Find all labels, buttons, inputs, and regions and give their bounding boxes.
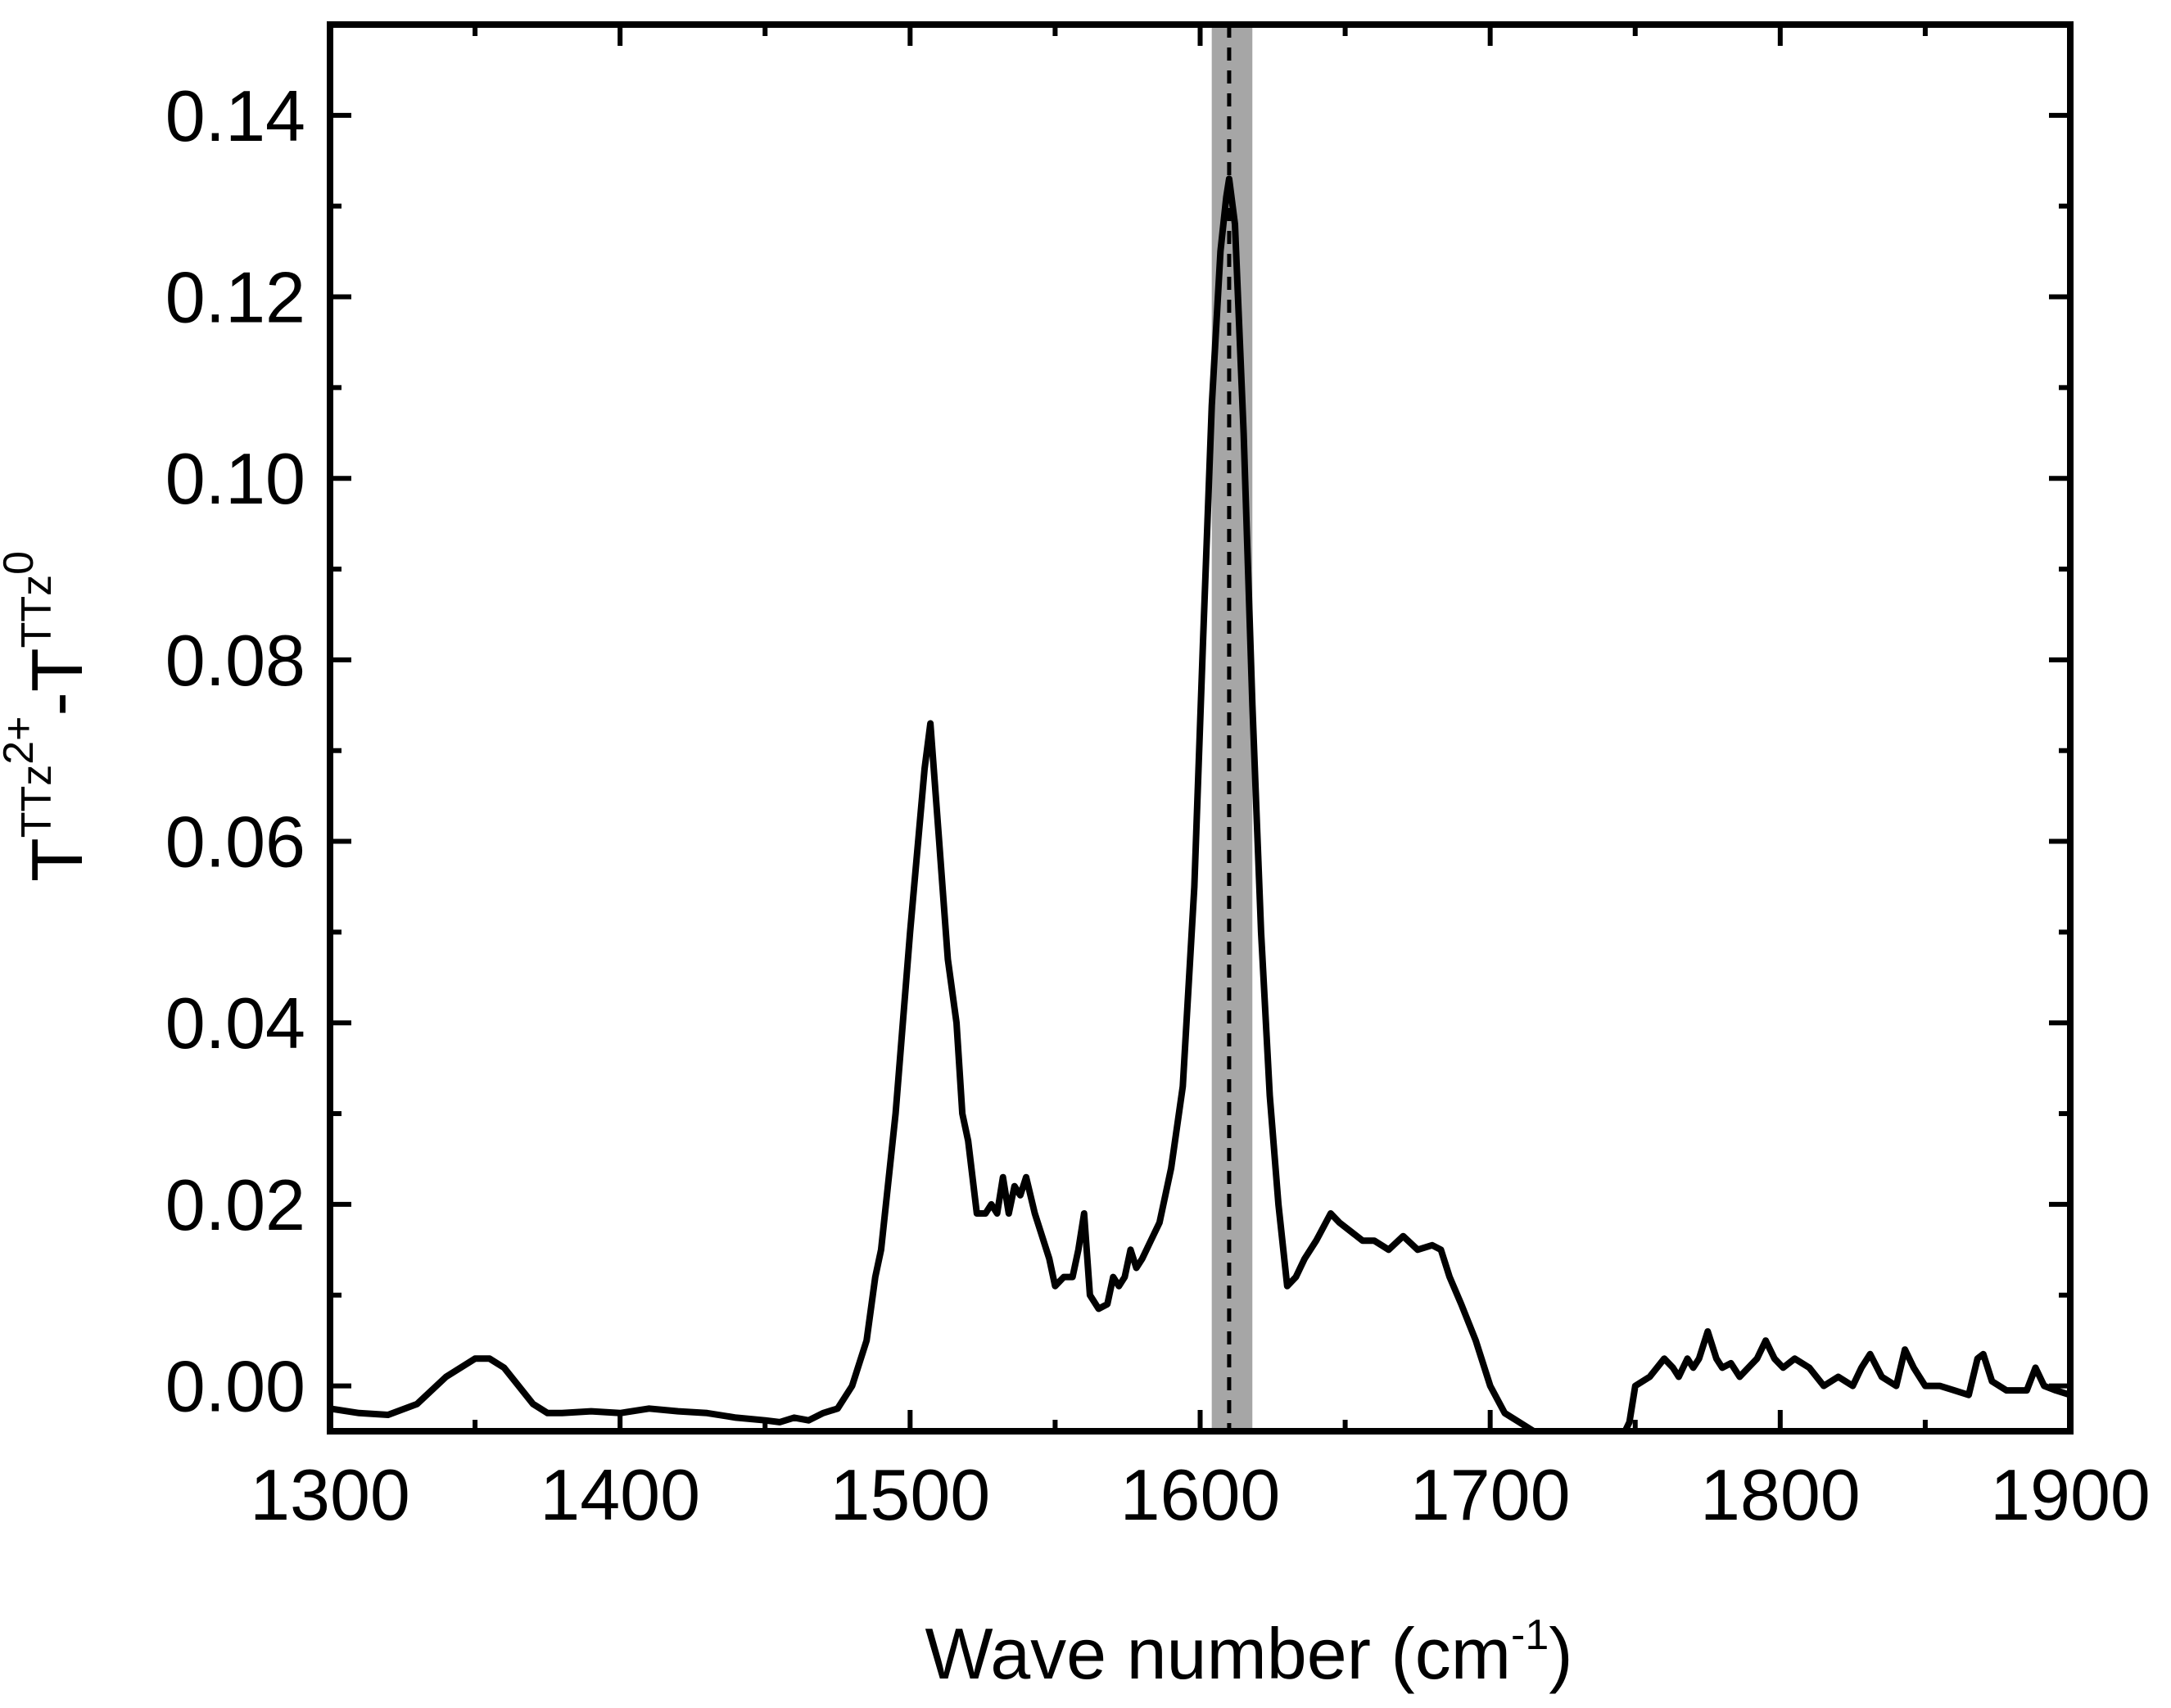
y-axis-title: TTTz2+-TTTz0	[0, 551, 97, 882]
x-tick-label: 1500	[830, 1454, 990, 1535]
y-tick-label: 0.10	[165, 438, 305, 519]
x-tick-label: 1800	[1700, 1454, 1861, 1535]
shaded-band-layer	[1211, 25, 1253, 1431]
x-tick-label: 1400	[540, 1454, 700, 1535]
y-tick-label: 0.02	[165, 1164, 305, 1245]
y-tick-label: 0.12	[165, 257, 305, 338]
x-tick-label: 1900	[1990, 1454, 2151, 1535]
x-tick-label: 1600	[1120, 1454, 1281, 1535]
plot-frame-layer	[327, 21, 2074, 1435]
plot-frame	[327, 21, 2074, 1435]
y-tick-label: 0.00	[165, 1346, 305, 1427]
tick-label-layer: 1300 1400 1500 1600 1700 1800 1900 0.00 0.02 0.04…	[165, 75, 2151, 1535]
x-tick-label: 1300	[250, 1454, 410, 1535]
x-tick-label: 1700	[1410, 1454, 1571, 1535]
shaded-band	[1211, 25, 1253, 1431]
y-tick-label: 0.04	[165, 983, 305, 1064]
y-tick-label: 0.14	[165, 75, 305, 156]
series-layer	[330, 175, 2070, 1431]
x-axis-title: Wave number (cm-1)	[925, 1611, 1572, 1694]
series-line	[330, 175, 2070, 1431]
y-tick-label: 0.06	[165, 802, 305, 883]
y-tick-label: 0.08	[165, 620, 305, 701]
